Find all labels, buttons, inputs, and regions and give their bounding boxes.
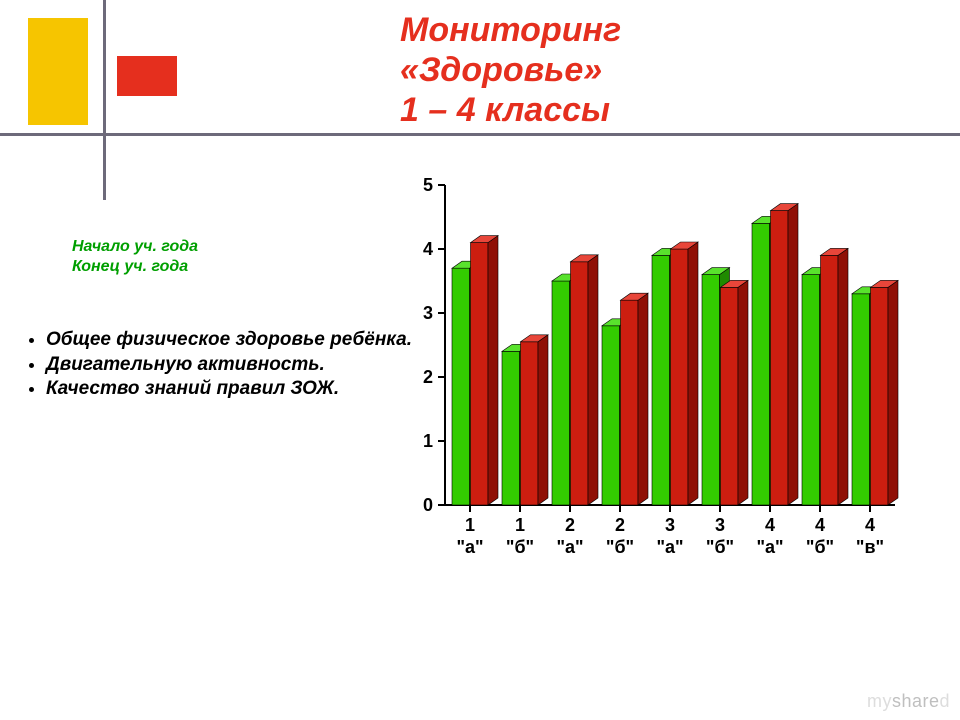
bullet-item: Качество знаний правил ЗОЖ. bbox=[46, 377, 412, 402]
svg-text:4: 4 bbox=[765, 515, 775, 535]
svg-text:5: 5 bbox=[423, 175, 433, 195]
svg-text:"в": "в" bbox=[856, 537, 884, 557]
svg-text:"б": "б" bbox=[806, 537, 834, 557]
title-line-1: Мониторинг bbox=[400, 10, 920, 50]
svg-text:1: 1 bbox=[515, 515, 525, 535]
deco-yellow-block bbox=[28, 18, 88, 125]
svg-text:2: 2 bbox=[565, 515, 575, 535]
svg-text:0: 0 bbox=[423, 495, 433, 515]
bullet-item: Двигательную активность. bbox=[46, 353, 412, 378]
watermark-highlight: share bbox=[892, 691, 940, 711]
bullet-item: Общее физическое здоровье ребёнка. bbox=[46, 328, 412, 353]
svg-text:4: 4 bbox=[423, 239, 433, 259]
title-line-2: «Здоровье» bbox=[400, 50, 920, 90]
legend-line-1: Начало уч. года bbox=[72, 237, 198, 257]
svg-text:"б": "б" bbox=[706, 537, 734, 557]
svg-text:2: 2 bbox=[423, 367, 433, 387]
legend-line-2: Конец уч. года bbox=[72, 257, 198, 277]
svg-text:4: 4 bbox=[865, 515, 875, 535]
watermark: myshared bbox=[867, 691, 950, 712]
svg-text:3: 3 bbox=[423, 303, 433, 323]
svg-text:3: 3 bbox=[715, 515, 725, 535]
health-monitoring-chart: 0123451"а"1"б"2"а"2"б"3"а"3"б"4"а"4"б"4"… bbox=[385, 175, 915, 590]
title-line-3: 1 – 4 классы bbox=[400, 90, 920, 130]
svg-text:"а": "а" bbox=[456, 537, 483, 557]
bullets-list: Общее физическое здоровье ребёнка.Двигат… bbox=[24, 328, 412, 402]
legend-text: Начало уч. года Конец уч. года bbox=[72, 237, 198, 277]
svg-text:"а": "а" bbox=[656, 537, 683, 557]
deco-vertical-line bbox=[103, 0, 106, 200]
svg-text:3: 3 bbox=[665, 515, 675, 535]
svg-text:"а": "а" bbox=[556, 537, 583, 557]
svg-text:"б": "б" bbox=[606, 537, 634, 557]
chart-svg: 0123451"а"1"б"2"а"2"б"3"а"3"б"4"а"4"б"4"… bbox=[385, 175, 915, 590]
svg-text:1: 1 bbox=[465, 515, 475, 535]
deco-horizontal-line bbox=[0, 133, 960, 136]
watermark-prefix: my bbox=[867, 691, 892, 711]
svg-text:1: 1 bbox=[423, 431, 433, 451]
svg-text:2: 2 bbox=[615, 515, 625, 535]
watermark-suffix: d bbox=[939, 691, 950, 711]
svg-text:"б": "б" bbox=[506, 537, 534, 557]
svg-text:"а": "а" bbox=[756, 537, 783, 557]
svg-text:4: 4 bbox=[815, 515, 825, 535]
deco-red-block bbox=[117, 56, 177, 96]
page-title: Мониторинг «Здоровье» 1 – 4 классы bbox=[400, 10, 920, 130]
